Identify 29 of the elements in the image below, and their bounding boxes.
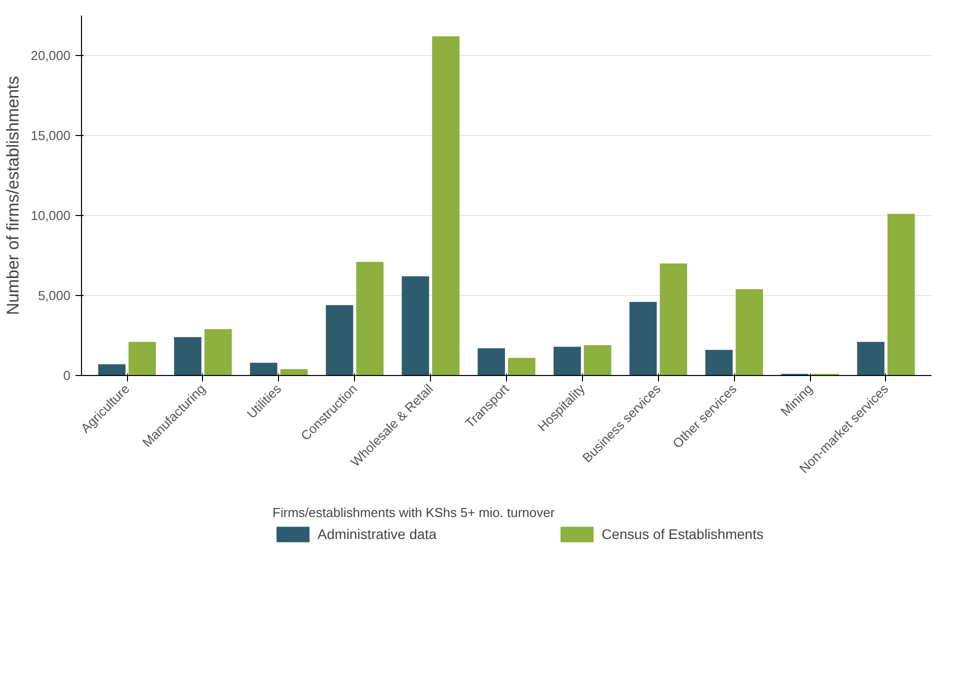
bar bbox=[508, 358, 536, 376]
bar bbox=[478, 348, 505, 376]
bar bbox=[128, 342, 156, 376]
y-tick-label: 20,000 bbox=[30, 48, 71, 63]
bar bbox=[204, 329, 232, 376]
y-tick-label: 5,000 bbox=[38, 288, 71, 303]
legend-title: Firms/establishments with KShs 5+ mio. turnover bbox=[272, 505, 556, 520]
bar bbox=[98, 364, 126, 376]
y-axis-title: Number of firms/establishments bbox=[4, 76, 23, 316]
bar bbox=[356, 262, 384, 376]
y-tick-label: 0 bbox=[63, 368, 71, 383]
bar bbox=[554, 346, 581, 376]
bar bbox=[250, 362, 278, 376]
legend-label: Administrative data bbox=[318, 526, 437, 542]
y-tick-label: 15,000 bbox=[30, 128, 71, 143]
bar bbox=[887, 214, 915, 376]
y-tick-label: 10,000 bbox=[30, 208, 71, 223]
bar bbox=[705, 350, 733, 376]
bar bbox=[584, 345, 612, 376]
bar bbox=[857, 342, 884, 376]
bar bbox=[629, 302, 657, 376]
bar bbox=[660, 264, 688, 376]
bar bbox=[402, 276, 430, 376]
bar bbox=[432, 36, 460, 376]
legend-label: Census of Establishments bbox=[602, 526, 764, 542]
bar bbox=[736, 289, 764, 376]
bar bbox=[174, 337, 202, 376]
bar bbox=[326, 305, 354, 376]
bar bbox=[280, 369, 308, 376]
